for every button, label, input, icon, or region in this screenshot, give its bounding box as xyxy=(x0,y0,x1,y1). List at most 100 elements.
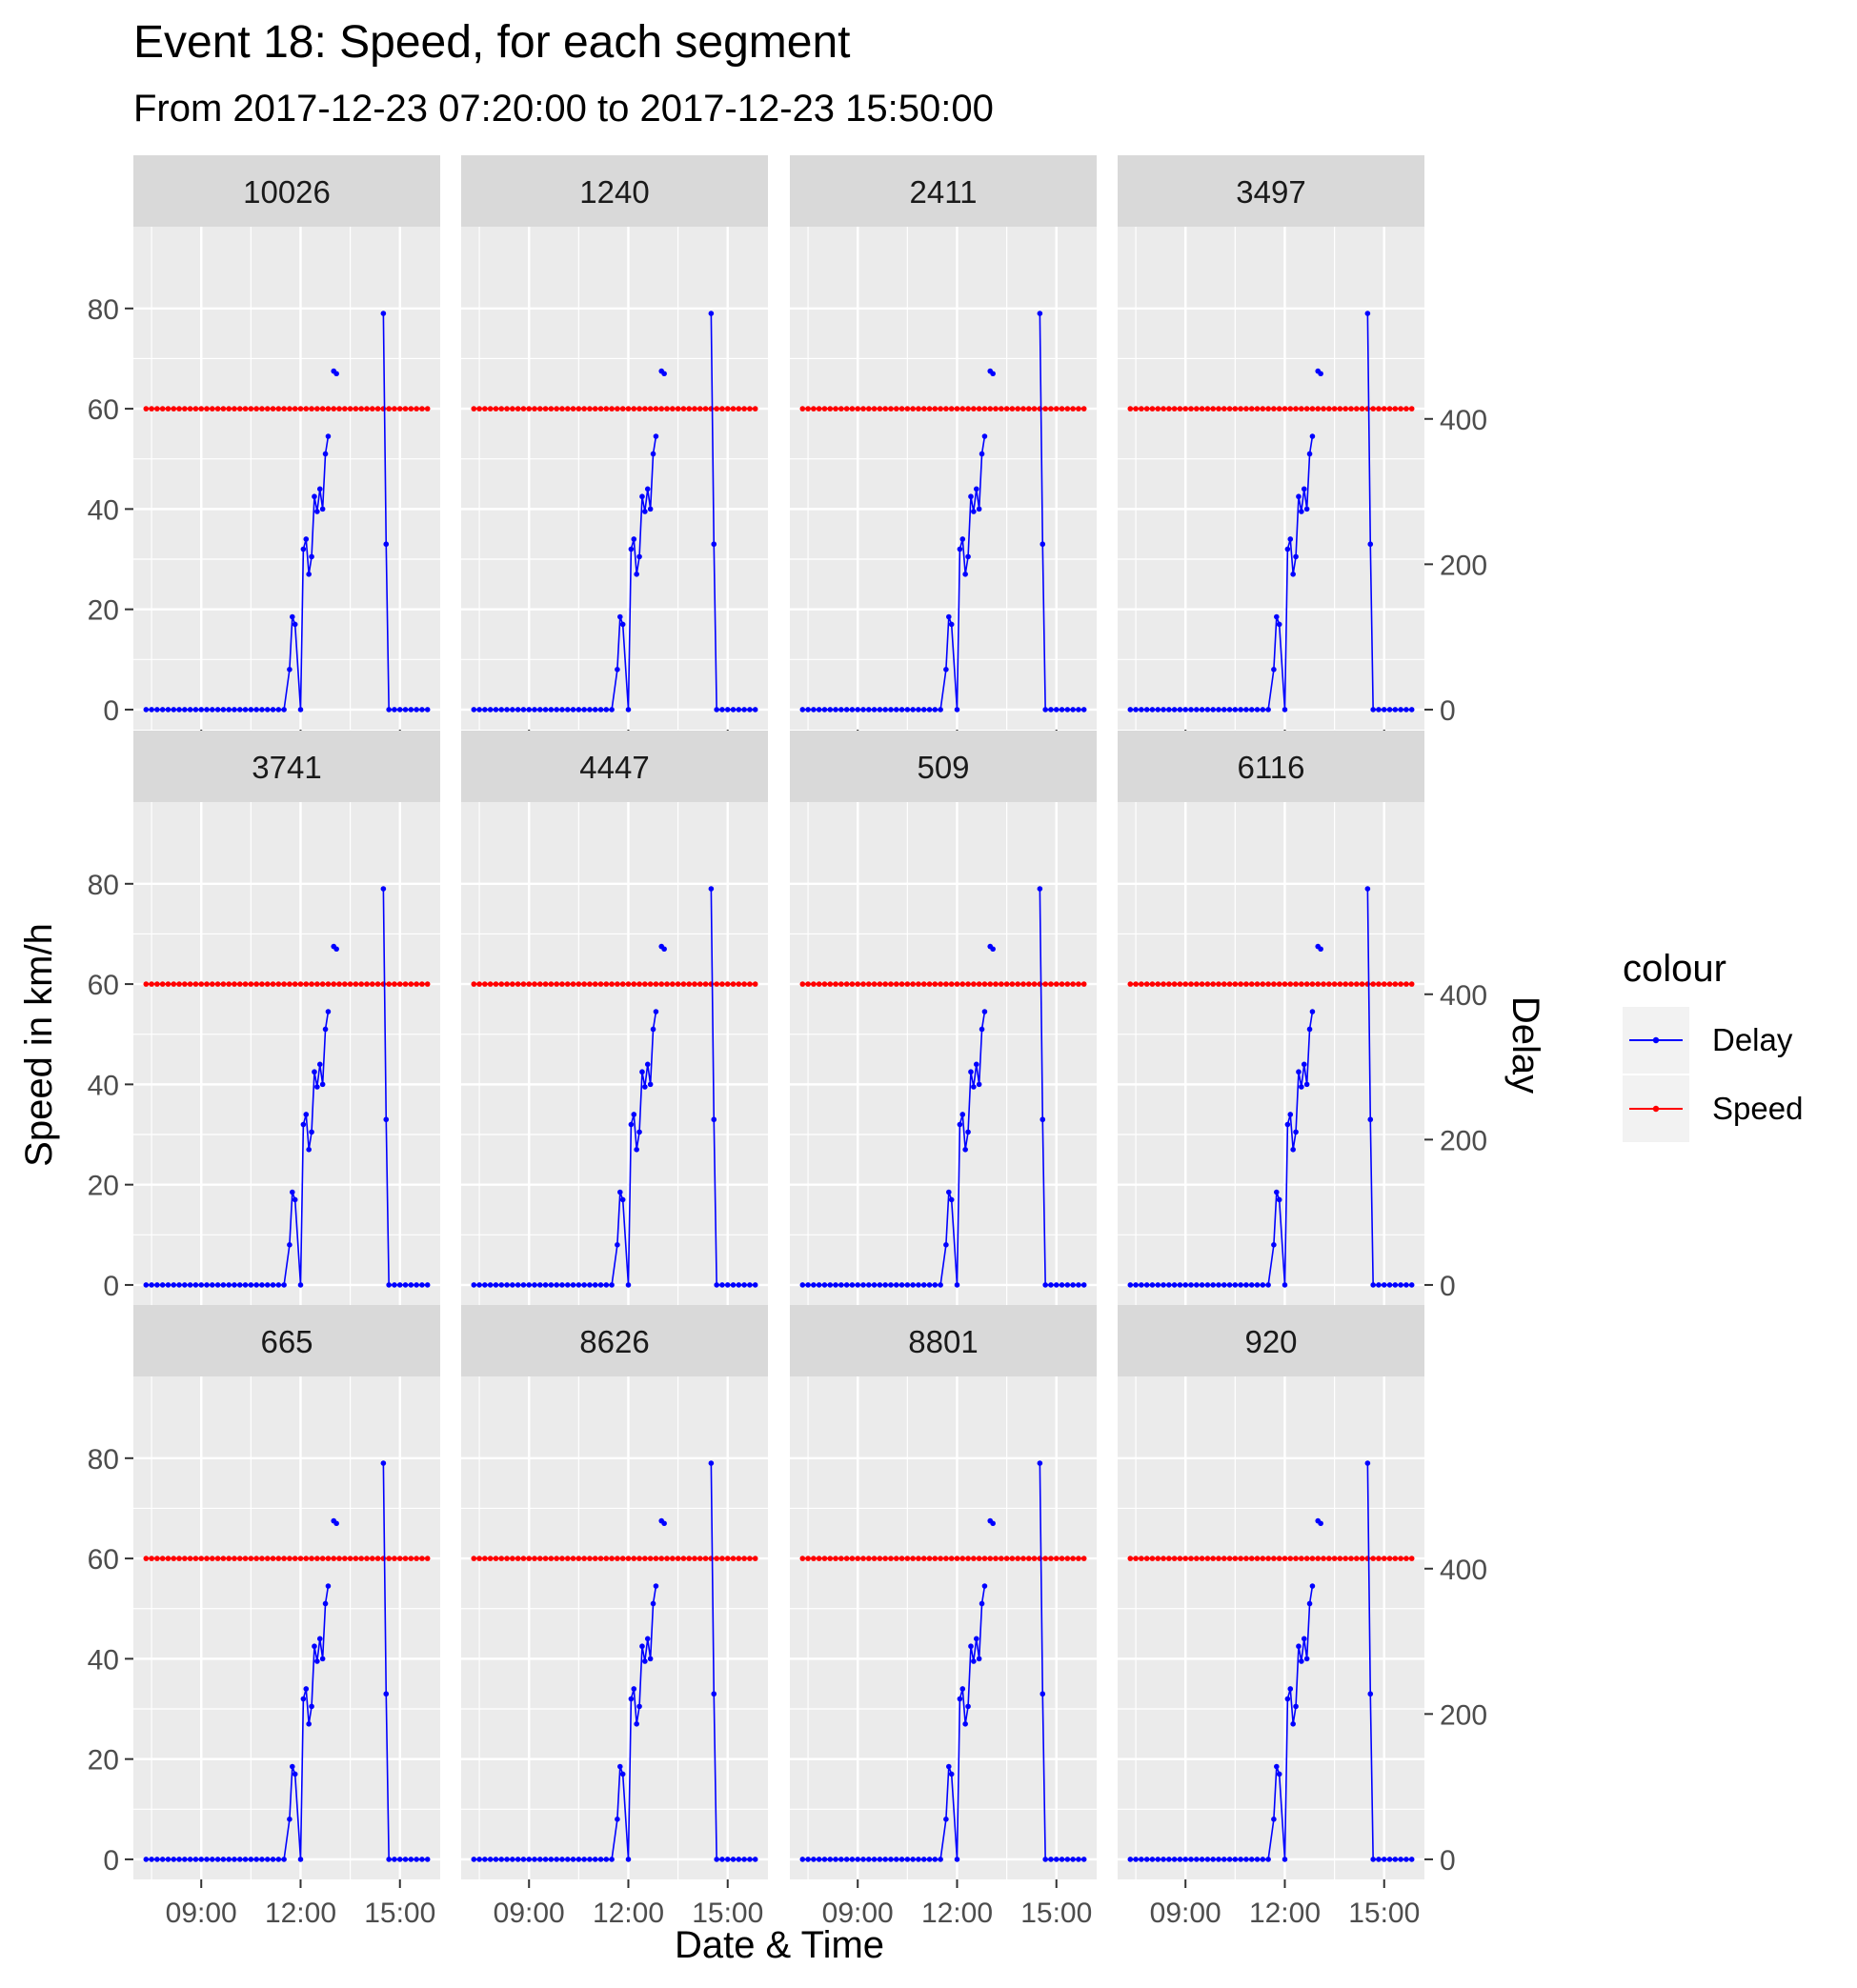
delay-point xyxy=(948,621,955,628)
facet-panel: 4447 xyxy=(461,731,768,1314)
delay-point xyxy=(396,1857,403,1862)
speed-point xyxy=(236,981,243,987)
delay-point xyxy=(730,1282,737,1288)
delay-point xyxy=(187,1282,193,1288)
delay-point xyxy=(275,707,282,713)
speed-point xyxy=(1265,981,1271,987)
speed-point xyxy=(1194,981,1200,987)
speed-point xyxy=(542,981,549,987)
speed-point xyxy=(232,981,237,987)
delay-point xyxy=(1037,311,1043,316)
speed-point xyxy=(1149,406,1156,412)
delay-point xyxy=(730,1857,737,1862)
speed-point xyxy=(198,406,205,412)
speed-point xyxy=(1221,1556,1227,1561)
speed-point xyxy=(603,406,610,412)
delay-point xyxy=(916,1282,921,1288)
speed-point xyxy=(1139,981,1144,987)
delay-point xyxy=(1166,1857,1172,1862)
delay-point xyxy=(1273,1189,1280,1195)
delay-point xyxy=(493,1282,499,1288)
speed-point xyxy=(259,406,265,412)
speed-point xyxy=(187,406,193,412)
delay-point xyxy=(1299,509,1304,514)
speed-point xyxy=(1042,406,1048,412)
delay-point xyxy=(1182,1857,1189,1862)
speed-point xyxy=(752,1556,758,1561)
speed-point xyxy=(821,1556,828,1561)
delay-point xyxy=(736,707,742,713)
facet-strip xyxy=(1118,155,1424,227)
speed-point xyxy=(625,1556,632,1561)
delay-point xyxy=(653,1009,659,1014)
speed-point xyxy=(736,981,742,987)
speed-point xyxy=(1287,406,1294,412)
delay-point xyxy=(976,1081,982,1088)
delay-point xyxy=(711,1116,717,1123)
delay-point xyxy=(214,707,221,713)
delay-point xyxy=(325,1583,332,1589)
delay-point xyxy=(1282,1857,1288,1862)
delay-point xyxy=(938,1282,943,1288)
speed-point xyxy=(1177,406,1183,412)
delay-point xyxy=(628,546,635,552)
speed-point xyxy=(741,1556,747,1561)
speed-point xyxy=(198,1556,205,1561)
speed-point xyxy=(1376,981,1382,987)
speed-point xyxy=(888,1556,894,1561)
speed-point xyxy=(653,406,659,412)
speed-point xyxy=(532,981,537,987)
delay-point xyxy=(827,707,834,713)
speed-point xyxy=(1161,406,1166,412)
delay-point xyxy=(333,946,339,953)
speed-point xyxy=(510,406,515,412)
speed-point xyxy=(592,406,598,412)
delay-point xyxy=(631,536,637,542)
y-tick-label: 60 xyxy=(88,394,119,426)
y2-axis-title: Delay xyxy=(1504,996,1546,1094)
delay-point xyxy=(554,1857,559,1862)
delay-point xyxy=(281,707,287,713)
delay-point xyxy=(1040,541,1046,548)
delay-point xyxy=(849,1857,856,1862)
speed-point xyxy=(877,406,883,412)
delay-point xyxy=(877,1857,883,1862)
speed-point xyxy=(1064,981,1071,987)
speed-point xyxy=(592,981,598,987)
speed-point xyxy=(493,406,499,412)
speed-point xyxy=(1348,981,1354,987)
delay-point xyxy=(192,707,199,713)
delay-point xyxy=(1194,707,1200,713)
delay-point xyxy=(306,572,312,577)
speed-point xyxy=(736,1556,742,1561)
delay-point xyxy=(855,1857,861,1862)
delay-line xyxy=(802,1011,986,1286)
speed-point xyxy=(314,981,320,987)
speed-point xyxy=(204,406,210,412)
delay-point xyxy=(1139,1857,1144,1862)
speed-point xyxy=(926,1556,933,1561)
delay-line xyxy=(1039,313,1084,711)
delay-point xyxy=(959,1686,966,1692)
delay-point xyxy=(309,1129,314,1135)
speed-point xyxy=(575,1556,582,1561)
delay-point xyxy=(615,1817,620,1822)
speed-point xyxy=(692,406,697,412)
plot-background xyxy=(461,802,768,1305)
delay-point xyxy=(232,1282,237,1288)
delay-point xyxy=(741,1857,747,1862)
delay-point xyxy=(1381,707,1387,713)
delay-point xyxy=(661,371,667,377)
speed-point xyxy=(1143,406,1150,412)
delay-point xyxy=(542,1282,549,1288)
speed-point xyxy=(833,406,838,412)
delay-point xyxy=(603,1282,610,1288)
speed-point xyxy=(176,1556,182,1561)
speed-point xyxy=(182,406,188,412)
speed-point xyxy=(402,406,409,412)
delay-point xyxy=(1059,1282,1065,1288)
delay-point xyxy=(888,1857,894,1862)
delay-point xyxy=(1367,541,1374,548)
delay-point xyxy=(1042,1282,1048,1288)
delay-point xyxy=(532,707,537,713)
